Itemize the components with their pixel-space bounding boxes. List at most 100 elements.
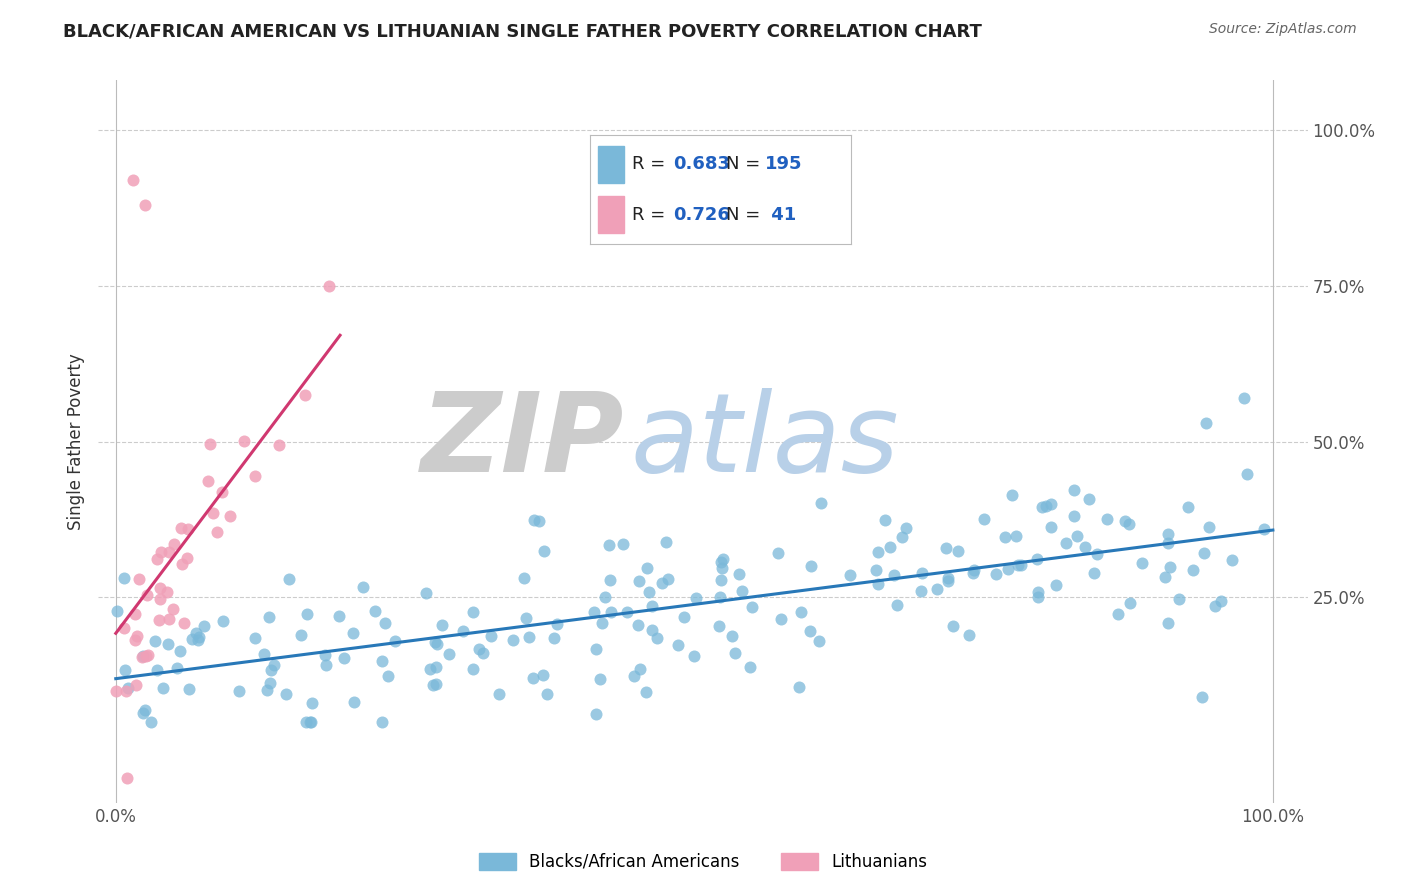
Point bbox=[1236, 467, 1258, 481]
Point bbox=[156, 637, 179, 651]
Point bbox=[1026, 552, 1049, 566]
Point bbox=[184, 625, 207, 640]
Point bbox=[651, 576, 673, 591]
Point bbox=[672, 610, 695, 624]
Point bbox=[627, 617, 650, 632]
Point bbox=[301, 714, 323, 729]
Point bbox=[1063, 483, 1085, 497]
Point bbox=[371, 714, 394, 729]
Point bbox=[962, 566, 984, 581]
Point bbox=[105, 683, 128, 698]
Point bbox=[364, 604, 387, 618]
Point bbox=[838, 568, 860, 582]
Point bbox=[201, 506, 224, 520]
Point bbox=[471, 646, 494, 660]
Point bbox=[640, 599, 662, 614]
Y-axis label: Single Father Poverty: Single Father Poverty bbox=[66, 353, 84, 530]
Point bbox=[731, 583, 754, 598]
Point bbox=[173, 615, 195, 630]
Point bbox=[598, 538, 620, 552]
Point bbox=[636, 685, 658, 699]
Point bbox=[627, 574, 650, 588]
Point bbox=[866, 577, 889, 591]
Point bbox=[257, 610, 280, 624]
Point bbox=[166, 661, 188, 675]
Point bbox=[124, 607, 146, 621]
Point bbox=[1153, 570, 1175, 584]
Point bbox=[294, 388, 316, 402]
Text: 0.683: 0.683 bbox=[673, 155, 731, 173]
Point bbox=[114, 663, 136, 677]
Point bbox=[122, 173, 145, 187]
Point bbox=[1253, 522, 1275, 536]
Point bbox=[170, 521, 193, 535]
Point bbox=[522, 671, 544, 685]
Point bbox=[146, 552, 169, 566]
Point bbox=[211, 614, 233, 628]
Point bbox=[1191, 690, 1213, 704]
Point bbox=[599, 573, 621, 587]
Point bbox=[315, 657, 337, 672]
Point bbox=[800, 558, 823, 573]
Point bbox=[233, 434, 256, 448]
Point bbox=[1074, 540, 1097, 554]
Point bbox=[685, 591, 707, 605]
Point bbox=[911, 566, 934, 581]
Point bbox=[461, 662, 484, 676]
Point bbox=[419, 662, 441, 676]
Point bbox=[263, 657, 285, 672]
Point bbox=[148, 613, 170, 627]
Text: ZIP: ZIP bbox=[420, 388, 624, 495]
Point bbox=[371, 654, 394, 668]
Point bbox=[179, 682, 201, 697]
Point bbox=[301, 696, 323, 710]
Point bbox=[808, 633, 831, 648]
Point bbox=[666, 638, 689, 652]
Point bbox=[342, 625, 364, 640]
Point bbox=[890, 531, 912, 545]
Point bbox=[274, 687, 297, 701]
Point bbox=[585, 707, 607, 722]
Point bbox=[453, 624, 475, 639]
Point bbox=[131, 650, 153, 665]
Point bbox=[997, 562, 1019, 576]
Point bbox=[260, 663, 283, 677]
Point bbox=[883, 567, 905, 582]
Point bbox=[295, 714, 318, 729]
Point bbox=[107, 604, 129, 618]
Point bbox=[463, 605, 485, 619]
Point bbox=[333, 651, 356, 665]
Point bbox=[582, 605, 605, 619]
Point bbox=[728, 566, 751, 581]
Point bbox=[170, 558, 193, 572]
Point bbox=[1054, 535, 1077, 549]
Point bbox=[207, 525, 229, 540]
Point bbox=[973, 512, 995, 526]
Point bbox=[1182, 563, 1205, 577]
Point bbox=[1157, 536, 1180, 550]
Point bbox=[1157, 526, 1180, 541]
Point bbox=[198, 437, 221, 451]
Point bbox=[112, 621, 135, 635]
Point bbox=[1063, 508, 1085, 523]
Point bbox=[531, 668, 554, 682]
Point bbox=[162, 601, 184, 615]
Point bbox=[588, 673, 610, 687]
Point bbox=[810, 496, 832, 510]
Point bbox=[546, 616, 568, 631]
Point bbox=[136, 588, 159, 602]
Point bbox=[543, 631, 565, 645]
Point bbox=[707, 619, 730, 633]
Point bbox=[1204, 599, 1226, 613]
Point bbox=[219, 508, 242, 523]
Point bbox=[245, 631, 267, 645]
Point bbox=[1220, 553, 1243, 567]
Point bbox=[655, 534, 678, 549]
Text: R =: R = bbox=[631, 206, 671, 224]
Point bbox=[193, 619, 215, 633]
Point bbox=[430, 618, 453, 632]
Point bbox=[256, 682, 278, 697]
Point bbox=[527, 514, 550, 528]
Point bbox=[942, 618, 965, 632]
Point bbox=[957, 628, 980, 642]
